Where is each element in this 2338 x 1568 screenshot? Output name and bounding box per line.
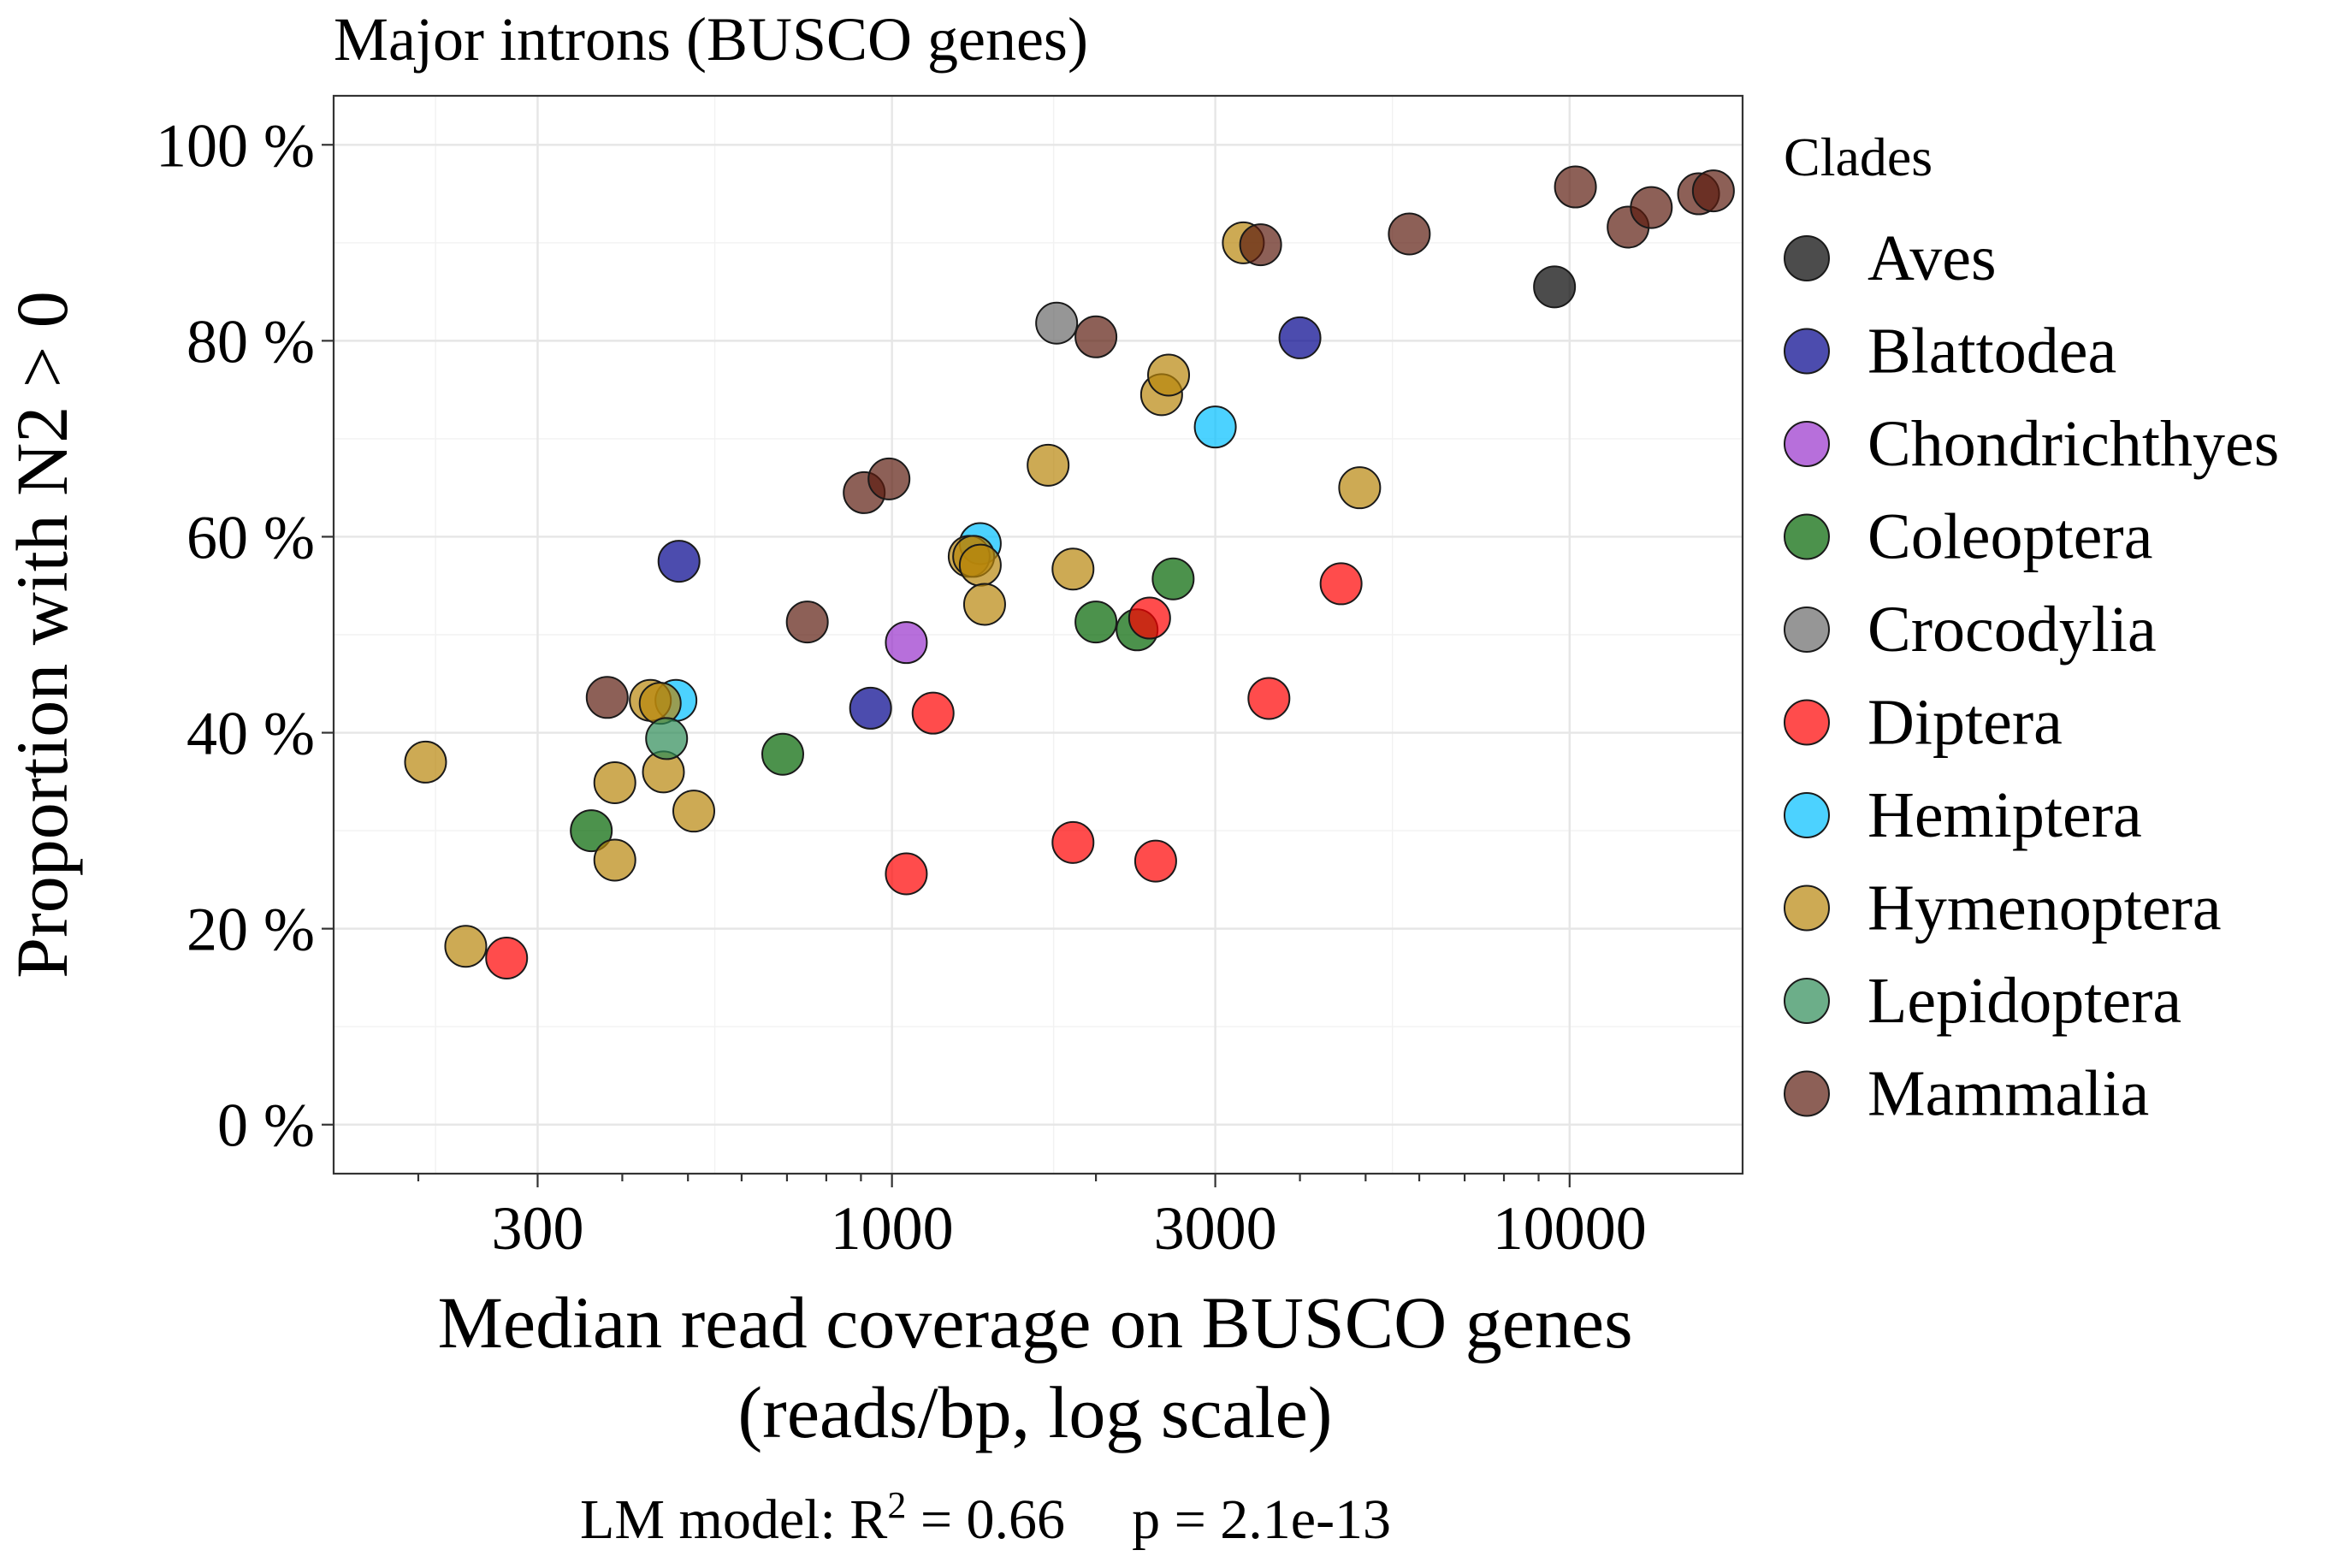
data-point	[1151, 557, 1195, 601]
data-point	[1035, 301, 1079, 345]
caption-prefix: LM model: R	[580, 1488, 887, 1551]
data-point	[1691, 169, 1735, 213]
data-point	[593, 838, 636, 882]
legend-label: Coleoptera	[1867, 501, 2152, 573]
data-point	[761, 732, 804, 776]
y-tick-label: 20 %	[186, 896, 315, 964]
legend-swatch	[1784, 513, 1830, 560]
legend-label: Lepidoptera	[1867, 965, 2181, 1037]
x-tick-label: 3000	[1154, 1194, 1277, 1263]
legend-swatch	[1784, 885, 1830, 932]
data-point	[1074, 315, 1118, 358]
data-point	[1247, 677, 1291, 720]
x-tick-label: 1000	[831, 1194, 954, 1263]
caption-p-value: p = 2.1e-13	[1132, 1488, 1391, 1551]
data-point	[1051, 547, 1095, 591]
data-point	[1074, 601, 1118, 644]
legend: Clades Aves Blattodea Chondrichthyes Coleop…	[1784, 127, 2279, 1130]
legend-swatch	[1784, 421, 1830, 467]
data-point	[885, 621, 928, 665]
axes: 0 % 20 % 40 % 60 % 80 % 100 % 300 1000 3000 10000	[156, 111, 1647, 1263]
y-tick-label: 60 %	[186, 503, 315, 571]
data-point	[1278, 316, 1322, 359]
data-point	[1554, 165, 1597, 209]
legend-title: Clades	[1784, 127, 1933, 187]
legend-label: Hymenoptera	[1867, 873, 2222, 944]
data-point	[404, 740, 447, 784]
y-axis-label: Proportion with N2 > 0	[1, 291, 83, 978]
data-point	[672, 790, 716, 833]
y-tick-label: 100 %	[156, 111, 315, 180]
data-point	[958, 543, 1002, 587]
data-point	[785, 601, 829, 644]
legend-label: Aves	[1867, 222, 1997, 294]
data-point	[1630, 186, 1673, 229]
x-tick-label: 10000	[1493, 1194, 1647, 1263]
legend-label: Crocodylia	[1867, 594, 2157, 666]
data-point	[1193, 405, 1237, 449]
data-point	[1239, 223, 1282, 267]
grid	[334, 96, 1743, 1174]
data-point	[1133, 839, 1177, 883]
data-point	[585, 676, 629, 719]
legend-label: Blattodea	[1867, 316, 2116, 388]
data-point	[593, 760, 636, 804]
data-point	[885, 852, 928, 896]
legend-label: Diptera	[1867, 687, 2063, 759]
y-tick-label: 0 %	[217, 1092, 315, 1160]
legend-label: Chondrichthyes	[1867, 408, 2279, 480]
data-point	[911, 691, 955, 735]
data-point	[1319, 562, 1363, 606]
legend-swatch	[1784, 606, 1830, 653]
data-point	[1051, 820, 1095, 864]
data-point	[1027, 443, 1070, 487]
data-point	[645, 717, 689, 760]
data-point	[962, 583, 1006, 626]
legend-swatch	[1784, 235, 1830, 281]
caption-superscript: 2	[887, 1484, 906, 1526]
data-point	[444, 925, 488, 968]
data-point	[570, 809, 613, 853]
data-point	[1147, 353, 1191, 397]
x-axis-label-line1: Median read coverage on BUSCO genes	[437, 1281, 1632, 1364]
legend-swatch	[1784, 328, 1830, 375]
data-point	[1128, 596, 1171, 640]
x-tick-label: 300	[491, 1194, 583, 1263]
data-point	[867, 457, 911, 500]
data-point	[657, 540, 701, 583]
legend-swatch	[1784, 978, 1830, 1024]
legend-swatch	[1784, 792, 1830, 838]
data-points	[404, 165, 1735, 979]
data-point	[1338, 466, 1382, 510]
data-point	[1388, 212, 1431, 256]
x-axis-label-line2: (reads/bp, log scale)	[738, 1371, 1333, 1453]
plot-panel	[332, 94, 1744, 1175]
legend-label: Mammalia	[1867, 1058, 2149, 1130]
caption-r2: = 0.66	[906, 1488, 1065, 1551]
y-tick-label: 80 %	[186, 307, 315, 376]
data-point	[485, 937, 529, 979]
model-caption: LM model: R2 = 0.66 p = 2.1e-13	[580, 1484, 1391, 1552]
data-point	[849, 686, 892, 730]
y-tick-label: 40 %	[186, 700, 315, 768]
legend-label: Hemiptera	[1867, 779, 2142, 851]
legend-swatch	[1784, 1070, 1830, 1117]
chart-title: Major introns (BUSCO genes)	[334, 5, 1088, 74]
legend-swatch	[1784, 699, 1830, 746]
data-point	[1533, 265, 1577, 309]
data-point	[638, 682, 682, 725]
